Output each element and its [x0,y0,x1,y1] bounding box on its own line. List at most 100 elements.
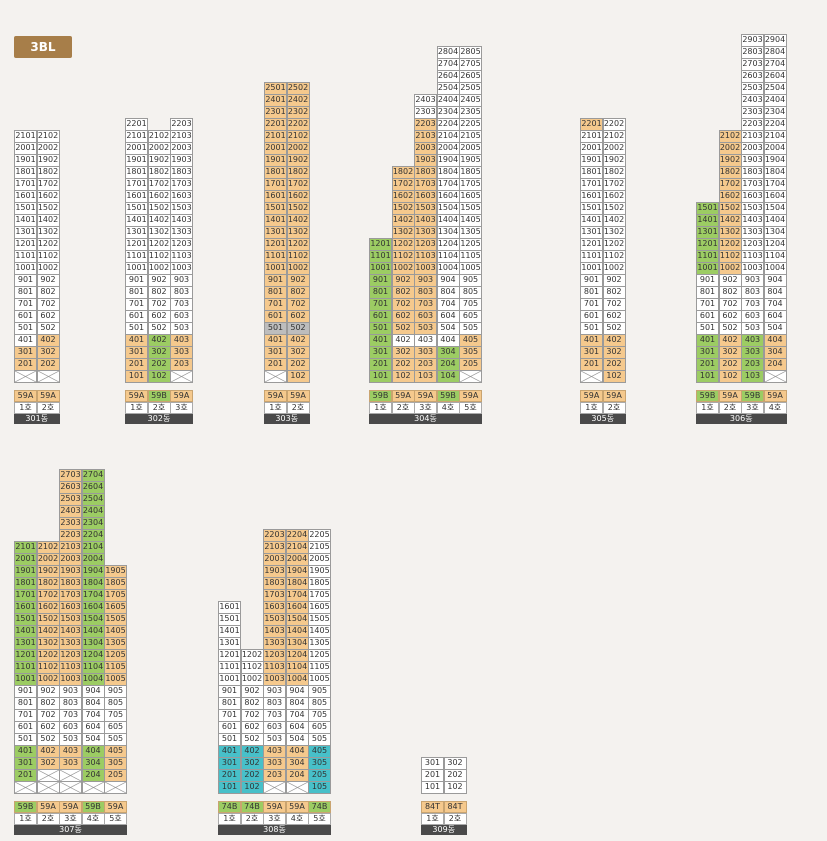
unit-cell: 2205 [308,529,331,542]
unit-cell: 2205 [459,118,482,131]
unit-cell: 704 [436,298,460,311]
unit-cell: 1304 [763,226,787,239]
unit-cell: 602 [36,310,60,323]
unit-cell: 305 [104,757,127,770]
unit-cell: 505 [308,733,331,746]
unit-cell: 1302 [36,637,60,650]
unit-cell: 2003 [59,553,82,566]
unit-cell: 1202 [147,238,171,251]
unit-type-cell: 59A [580,390,603,402]
unit-cell: 2605 [459,70,482,83]
line-number-cell: 4호 [285,813,309,825]
unit-cell: 1902 [147,154,171,167]
unit-cell: 404 [763,334,787,347]
line-number-cell: 4호 [436,402,460,414]
unit-cell: 1802 [36,577,60,590]
unit-type-cell: 59A [36,390,60,402]
unit-cell: 202 [602,358,626,371]
unit-cell: 1002 [147,262,171,275]
unit-cell: 1903 [741,154,764,167]
unit-cell: 1302 [718,226,742,239]
unit-cell: 802 [391,286,415,299]
unit-cell: 201 [580,358,603,371]
unit-type-cell: 59B [369,390,392,402]
unit-cell: 1404 [285,625,309,638]
unit-cell: 1705 [308,589,331,602]
unit-cell: 1403 [263,625,286,638]
unit-cell: 1303 [59,637,82,650]
unit-cell: 801 [696,286,719,299]
unit-cell: 901 [264,274,287,287]
unit-cell: 401 [14,745,37,758]
unit-cell: 1205 [459,238,482,251]
unit-cell: 1202 [602,238,626,251]
unit-cell: 202 [443,769,467,782]
unit-cell: 203 [263,769,286,782]
unit-cell: 2102 [36,541,60,554]
unit-cell: 1201 [369,238,392,251]
unit-cell: 302 [147,346,171,359]
unit-cell: 1101 [369,250,392,263]
unit-cell: 203 [414,358,437,371]
unit-cell: 1602 [36,601,60,614]
unit-cell: 1901 [14,565,37,578]
unit-cell: 302 [391,346,415,359]
unit-cell: 1101 [218,661,241,674]
unit-cell: 1202 [240,649,264,662]
unit-cell: 1404 [763,214,787,227]
line-number-cell: 3호 [59,813,82,825]
unit-cell: 1201 [580,238,603,251]
unit-cell: 205 [104,769,127,782]
unit-cell: 2401 [264,94,287,107]
unit-cell: 2604 [81,481,105,494]
unit-cell: 805 [459,286,482,299]
unit-cell: 303 [59,757,82,770]
unit-cell: 1704 [436,178,460,191]
unit-type-cell: 84T [421,801,444,813]
unit-cell: 403 [59,745,82,758]
unit-cell: 802 [602,286,626,299]
unit-cell: 1601 [264,190,287,203]
unit-cell: 104 [436,370,460,383]
unit-type-cell: 74B [218,801,241,813]
unit-cell: 1902 [718,154,742,167]
unit-cell: 702 [36,709,60,722]
block-badge: 3BL [14,36,72,58]
unit-cell: 302 [286,346,310,359]
unit-cell: 2201 [125,118,148,131]
unit-cell: 704 [285,709,309,722]
unit-cell: 2203 [263,529,286,542]
unit-cell: 2301 [264,106,287,119]
unit-cell: 601 [14,721,37,734]
unit-cell: 904 [763,274,787,287]
unit-cell: 1504 [436,202,460,215]
unit-cell: 702 [286,298,310,311]
unit-cell: 1501 [14,202,37,215]
unit-cell: 604 [81,721,105,734]
unit-cell: 102 [240,781,264,794]
empty-unit-cell [763,370,787,383]
unit-cell: 902 [718,274,742,287]
unit-cell: 1502 [286,202,310,215]
unit-cell: 1604 [81,601,105,614]
unit-cell: 2804 [763,46,787,59]
unit-cell: 2503 [741,82,764,95]
unit-cell: 1403 [741,214,764,227]
line-number-cell: 3호 [414,402,437,414]
line-number-cell: 2호 [240,813,264,825]
unit-cell: 902 [36,274,60,287]
unit-cell: 2405 [459,94,482,107]
unit-cell: 2001 [264,142,287,155]
unit-cell: 201 [369,358,392,371]
unit-cell: 2804 [436,46,460,59]
unit-cell: 802 [36,697,60,710]
unit-cell: 2201 [580,118,603,131]
line-number-cell: 2호 [36,813,60,825]
unit-cell: 302 [36,346,60,359]
unit-cell: 1001 [580,262,603,275]
unit-cell: 1701 [580,178,603,191]
unit-cell: 1504 [81,613,105,626]
unit-cell: 2404 [436,94,460,107]
unit-cell: 504 [436,322,460,335]
unit-cell: 102 [602,370,626,383]
